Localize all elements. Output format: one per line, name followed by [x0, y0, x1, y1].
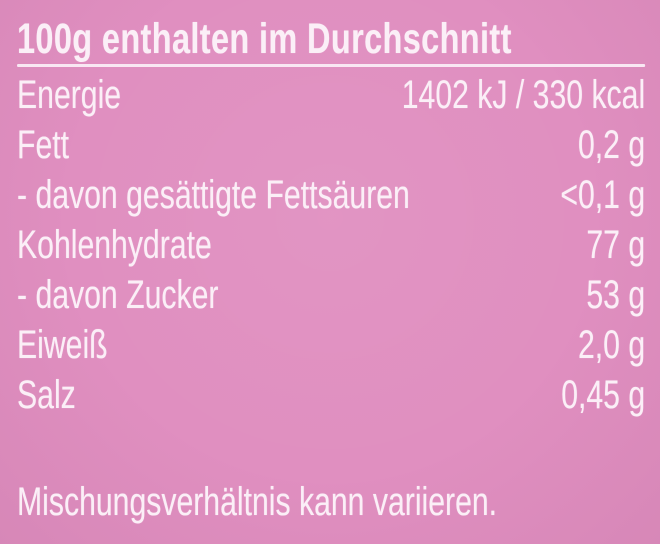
nutrition-label: 100g enthalten im Durchschnitt Energie 1…	[17, 0, 646, 527]
table-row-kohlenhydrate: Kohlenhydrate 77 g	[17, 220, 645, 270]
nutrient-label: Kohlenhydrate	[17, 223, 212, 267]
nutrient-value: 1402 kJ / 330 kcal	[401, 73, 646, 117]
nutrient-value: <0,1 g	[560, 173, 646, 217]
nutrient-value: 77 g	[586, 223, 646, 267]
nutrition-table: Energie 1402 kJ / 330 kcal Fett 0,2 g - …	[17, 70, 645, 420]
nutrient-label: - davon gesättigte Fettsäuren	[17, 173, 410, 217]
nutrient-label: Fett	[17, 123, 70, 167]
nutrient-value: 53 g	[586, 273, 646, 317]
table-row-fett: Fett 0,2 g	[17, 120, 645, 170]
nutrient-value: 0,2 g	[577, 123, 646, 167]
nutrient-value: 0,45 g	[561, 373, 646, 417]
table-row-salz: Salz 0,45 g	[17, 370, 645, 420]
nutrient-label: Energie	[17, 73, 122, 117]
table-title: 100g enthalten im Durchschnitt	[17, 15, 512, 63]
table-row-eiweiss: Eiweiß 2,0 g	[17, 320, 645, 370]
nutrient-label: Eiweiß	[17, 323, 108, 367]
nutrient-label: Salz	[17, 373, 76, 417]
title-divider	[17, 64, 646, 67]
table-row-gesaettigte-fettsaeuren: - davon gesättigte Fettsäuren <0,1 g	[17, 170, 645, 220]
variation-note: Mischungsverhältnis kann variieren.	[17, 480, 498, 524]
nutrient-label: - davon Zucker	[17, 273, 219, 317]
table-row-energie: Energie 1402 kJ / 330 kcal	[17, 70, 645, 120]
table-row-zucker: - davon Zucker 53 g	[17, 270, 645, 320]
nutrient-value: 2,0 g	[577, 323, 646, 367]
